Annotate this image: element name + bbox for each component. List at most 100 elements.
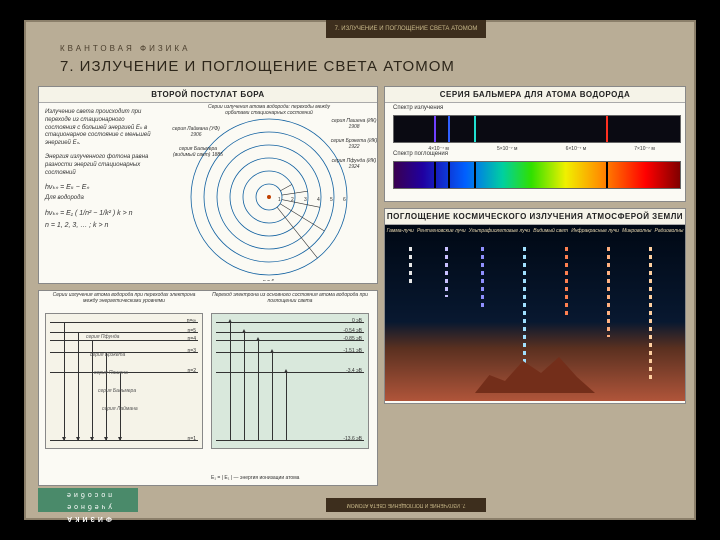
panel-body-balmer: Спектр излучения 4×10⁻⁷ м5×10⁻⁷ м6×10⁻⁷ … [385, 103, 685, 199]
absorption-line [434, 162, 436, 188]
arrow-head [76, 437, 80, 441]
bottom-tab: 7. ИЗЛУЧЕНИЕ И ПОГЛОЩЕНИЕ СВЕТА АТОМОМ [326, 498, 486, 512]
wave-band-label: Радиоволны [655, 229, 684, 235]
level-label: -0,54 эВ [343, 328, 362, 334]
bohr-para2: Энергия излученного фотона равна разност… [45, 154, 155, 177]
cosmic-ray [565, 247, 568, 317]
wavelength-tick: 7×10⁻⁷ м [634, 146, 655, 152]
emission-arrow [64, 322, 65, 440]
energy-level [50, 440, 198, 441]
arrow-head [242, 329, 246, 333]
panel-body-cosmic: Гамма-лучиРентгеновские лучиУльтрафиолет… [385, 225, 685, 401]
green-footer: учебное пособие ФИЗИКА [38, 488, 138, 512]
absorption-line [448, 162, 450, 188]
arrow-head [90, 437, 94, 441]
panel-bohr: ВТОРОЙ ПОСТУЛАТ БОРА Излучение света про… [38, 86, 378, 284]
cosmic-ray [649, 247, 652, 382]
wavelength-tick: 5×10⁻⁷ м [497, 146, 518, 152]
absorption-arrow [258, 340, 259, 440]
svg-text:n = 6: n = 6 [263, 279, 274, 281]
series-name: серия Пфунда [86, 334, 119, 340]
levels-absorption: 0 эВ-0,54 эВ-0,85 эВ-1,51 эВ-3,4 эВ-13,6… [211, 313, 369, 449]
ionization-note: E₁ = | E₁ | — энергия ионизации атома [211, 475, 299, 481]
emission-line [474, 116, 476, 142]
emission-line [606, 116, 608, 142]
bohr-para1: Излучение света происходит при переходе … [45, 109, 155, 148]
arrow-head [228, 319, 232, 323]
label-emission: Спектр излучения [393, 105, 443, 111]
arrow-head [104, 437, 108, 441]
energy-level [216, 372, 364, 373]
cosmic-ray [481, 247, 484, 307]
level-label: -3,4 эВ [346, 368, 362, 374]
series-name: серия Лаймана [102, 406, 138, 412]
arrow-head [256, 337, 260, 341]
panel-body-bohr: Излучение света происходит при переходе … [39, 103, 377, 281]
level-label: -0,85 эВ [343, 336, 362, 342]
green-footer-label: ФИЗИКА [38, 512, 138, 524]
wave-band-label: Видимый свет [533, 229, 568, 235]
cosmic-ray [409, 247, 412, 287]
spectrum-absorption [393, 161, 681, 189]
energy-level [216, 352, 364, 353]
series-name: серия Брэкета [90, 352, 125, 358]
wavelength-tick: 6×10⁻⁷ м [566, 146, 587, 152]
absorption-line [606, 162, 608, 188]
bohr-formula3: n = 1, 2, 3, … ; k > n [45, 221, 155, 230]
orbit-diagram: Серии излучения атома водорода: переходы… [169, 107, 369, 281]
series-label: серия Пашена (ИК) 1908 [329, 119, 377, 130]
level-label: n=1 [188, 436, 196, 442]
level-label: n=4 [188, 336, 196, 342]
level-label: n=5 [188, 328, 196, 334]
svg-text:1: 1 [278, 197, 281, 203]
energy-level [50, 322, 198, 323]
wave-band-labels: Гамма-лучиРентгеновские лучиУльтрафиолет… [385, 229, 685, 235]
arrow-head [284, 369, 288, 373]
panel-energy-levels: Серии излучения атома водорода при перех… [38, 290, 378, 486]
svg-text:4: 4 [317, 197, 320, 203]
arrow-head [62, 437, 66, 441]
energy-level [216, 440, 364, 441]
series-name: серия Бальмера [98, 388, 136, 394]
caption-emission-levels: Серии излучения атома водорода при перех… [45, 293, 203, 304]
panel-body-levels: Серии излучения атома водорода при перех… [39, 291, 377, 485]
bohr-para3: Для водорода [45, 195, 155, 203]
level-label: n=∞ [187, 318, 196, 324]
wave-band-label: Микроволны [622, 229, 651, 235]
wave-band-label: Рентгеновские лучи [417, 229, 466, 235]
absorption-line [474, 162, 476, 188]
series-label: серия Брэкета (ИК) 1922 [329, 139, 377, 150]
energy-level [50, 332, 198, 333]
sky-background: Гамма-лучиРентгеновские лучиУльтрафиолет… [385, 225, 685, 401]
bohr-text: Излучение света происходит при переходе … [45, 109, 155, 233]
energy-level [50, 340, 198, 341]
arrow-head [270, 349, 274, 353]
main-title: 7. ИЗЛУЧЕНИЕ И ПОГЛОЩЕНИЕ СВЕТА АТОМОМ [60, 58, 455, 75]
bohr-formula1: hνₖₙ = Eₖ − Eₙ [45, 183, 155, 192]
panel-header-balmer: СЕРИЯ БАЛЬМЕРА ДЛЯ АТОМА ВОДОРОДА [385, 87, 685, 103]
label-absorption: Спектр поглощения [393, 151, 448, 157]
series-label: серия Пфунда (ИК) 1924 [329, 159, 377, 170]
bohr-formula2: hνₖₙ = E₁ ( 1/n² − 1/k² ) k > n [45, 209, 155, 218]
svg-text:5: 5 [330, 197, 333, 203]
caption-absorption-levels: Переход электрона из основного состояния… [211, 293, 369, 304]
level-label: -13,6 эВ [343, 436, 362, 442]
emission-arrow [78, 332, 79, 440]
green-footer-sub: учебное пособие [38, 488, 138, 512]
panel-header-bohr: ВТОРОЙ ПОСТУЛАТ БОРА [39, 87, 377, 103]
series-name: серия Пашена [94, 370, 128, 376]
cosmic-ray [607, 247, 610, 337]
wave-band-label: Ультрафиолетовые лучи [469, 229, 530, 235]
energy-level [216, 322, 364, 323]
top-tab: 7. ИЗЛУЧЕНИЕ И ПОГЛОЩЕНИЕ СВЕТА АТОМОМ [326, 20, 486, 38]
absorption-arrow [244, 332, 245, 440]
absorption-arrow [272, 352, 273, 440]
absorption-arrow [230, 322, 231, 440]
energy-level [216, 332, 364, 333]
svg-text:6: 6 [343, 197, 346, 203]
level-label: 0 эВ [352, 318, 362, 324]
subtitle: КВАНТОВАЯ ФИЗИКА [60, 44, 190, 53]
panel-header-cosmic: ПОГЛОЩЕНИЕ КОСМИЧЕСКОГО ИЗЛУЧЕНИЯ АТМОСФ… [385, 209, 685, 225]
series-label: серия Бальмера (видимый свет) 1885 [173, 147, 223, 158]
cosmic-ray [445, 247, 448, 297]
